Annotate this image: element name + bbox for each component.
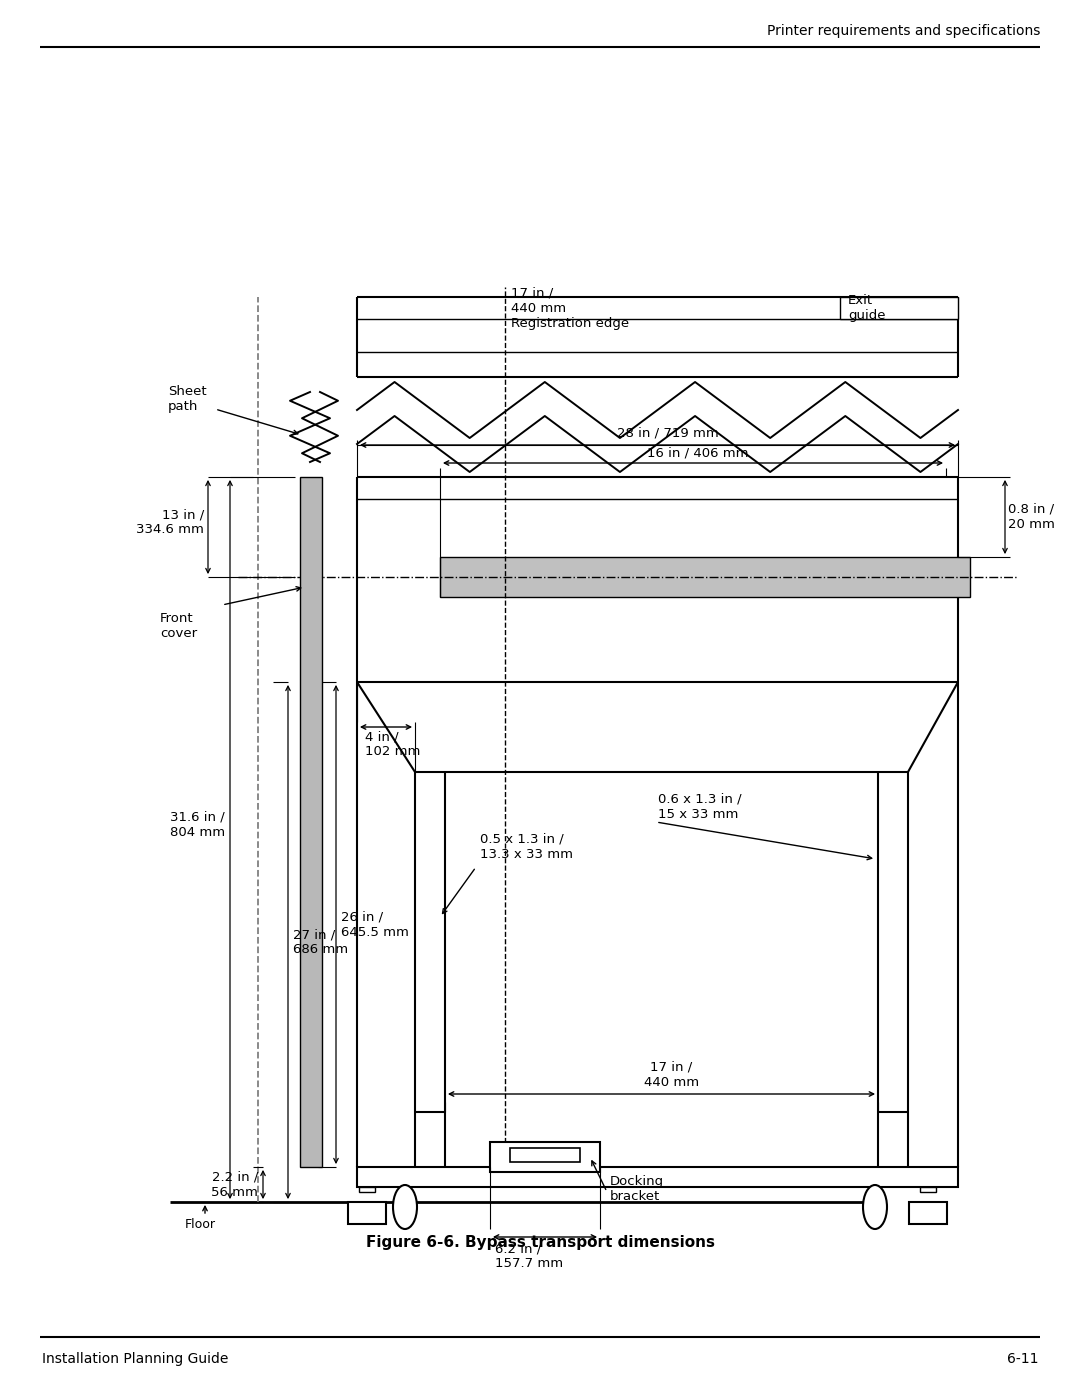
Text: Installation Planning Guide: Installation Planning Guide xyxy=(42,1352,228,1366)
Text: 6.2 in /
157.7 mm: 6.2 in / 157.7 mm xyxy=(495,1242,563,1270)
Text: 17 in /
440 mm
Registration edge: 17 in / 440 mm Registration edge xyxy=(511,286,630,330)
Text: Front
cover: Front cover xyxy=(160,612,198,640)
Bar xyxy=(510,1148,580,1162)
Text: Exit
guide: Exit guide xyxy=(848,293,886,321)
Text: 16 in / 406 mm: 16 in / 406 mm xyxy=(647,446,748,460)
Text: 13 in /
334.6 mm: 13 in / 334.6 mm xyxy=(136,509,204,536)
Text: 17 in /
440 mm: 17 in / 440 mm xyxy=(644,1060,699,1090)
Text: 31.6 in /
804 mm: 31.6 in / 804 mm xyxy=(170,810,225,838)
Text: Floor: Floor xyxy=(185,1218,216,1231)
Text: 2.2 in /
56 mm: 2.2 in / 56 mm xyxy=(211,1171,258,1199)
Text: 26 in /
645.5 mm: 26 in / 645.5 mm xyxy=(341,911,409,939)
Bar xyxy=(440,557,970,597)
Bar xyxy=(909,1201,947,1224)
Text: 6-11: 6-11 xyxy=(1007,1352,1038,1366)
Bar xyxy=(359,1187,375,1192)
Bar xyxy=(840,298,958,319)
Text: Printer requirements and specifications: Printer requirements and specifications xyxy=(767,24,1040,38)
Text: 4 in /
102 mm: 4 in / 102 mm xyxy=(365,731,420,759)
Text: Figure 6-6. Bypass transport dimensions: Figure 6-6. Bypass transport dimensions xyxy=(365,1235,715,1249)
Text: 28 in / 719 mm: 28 in / 719 mm xyxy=(617,427,718,440)
Ellipse shape xyxy=(863,1185,887,1229)
Bar xyxy=(357,1166,958,1187)
Text: 0.5 x 1.3 in /
13.3 x 33 mm: 0.5 x 1.3 in / 13.3 x 33 mm xyxy=(480,833,573,861)
Bar xyxy=(348,1201,386,1224)
Ellipse shape xyxy=(393,1185,417,1229)
Text: 0.8 in /
20 mm: 0.8 in / 20 mm xyxy=(1008,503,1055,531)
Bar xyxy=(300,476,322,1166)
Text: Sheet
path: Sheet path xyxy=(168,386,206,414)
Bar xyxy=(490,1141,600,1172)
Text: 0.6 x 1.3 in /
15 x 33 mm: 0.6 x 1.3 in / 15 x 33 mm xyxy=(658,793,742,821)
Text: Docking
bracket: Docking bracket xyxy=(610,1175,664,1203)
Text: 27 in /
686 mm: 27 in / 686 mm xyxy=(293,928,348,956)
Bar xyxy=(920,1187,936,1192)
